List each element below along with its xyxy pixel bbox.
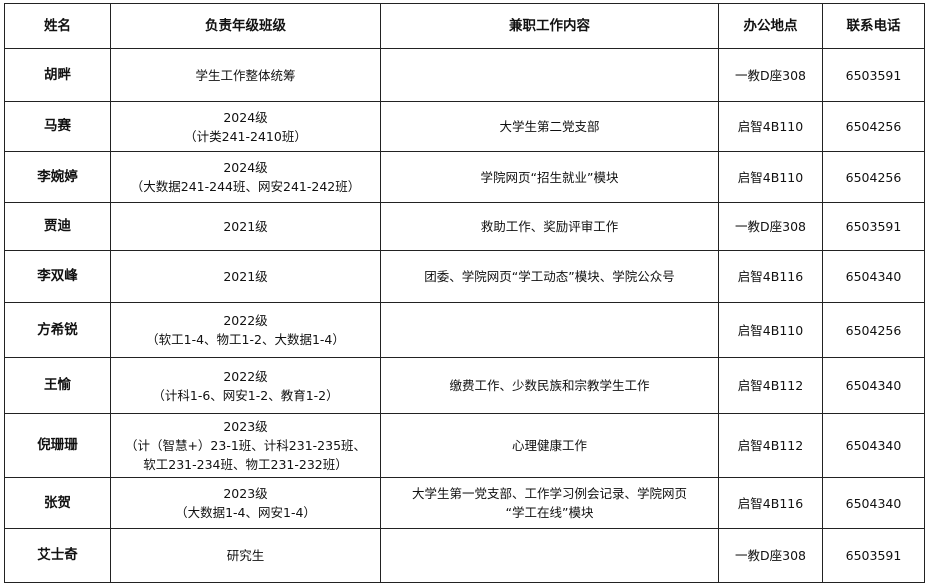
name-cell: 马赛 (4, 101, 111, 152)
grade-cell-line: 2022级 (223, 313, 268, 328)
table-row: 倪珊珊 2023级 （计（智慧+）23-1班、计科231-235班、 软工231-23… (4, 413, 925, 478)
grade-cell-line: （计（智慧+）23-1班、计科231-235班、 (124, 438, 367, 453)
duty-cell-line: 大学生第一党支部、工作学习例会记录、学院网页 (411, 486, 687, 501)
duty-cell-line: 大学生第二党支部 (499, 119, 600, 134)
office-cell: 一教D座308 (718, 202, 823, 251)
grade-cell: 2022级 （软工1-4、物工1-2、大数据1-4） (110, 302, 381, 358)
office-cell: 启智4B110 (718, 101, 823, 152)
grade-cell-line: （计类241-2410班） (184, 128, 307, 144)
grade-cell: 2023级 （计（智慧+）23-1班、计科231-235班、 软工231-234班、… (110, 413, 381, 478)
table-row: 李婉婷 2024级 （大数据241-244班、网安241-242班） 学院网页“招生就… (4, 151, 925, 203)
phone-cell: 6504256 (822, 151, 925, 203)
grade-cell-line: 学生工作整体统筹 (195, 67, 296, 83)
office-cell: 启智4B112 (718, 413, 823, 478)
grade-cell: 2024级 （计类241-2410班） (110, 101, 381, 152)
duty-cell: 团委、学院网页“学工动态”模块、学院公众号 (380, 250, 719, 303)
grade-cell-line: 2023级 (223, 486, 268, 501)
grade-cell-line: 2022级 (223, 368, 268, 384)
grade-cell: 学生工作整体统筹 (110, 48, 381, 102)
grade-cell-line: 2023级 (223, 419, 268, 434)
duty-cell: 心理健康工作 (380, 413, 719, 478)
grade-cell-line: （大数据1-4、网安1-4） (175, 505, 316, 520)
duty-cell-line: 缴费工作、少数民族和宗教学生工作 (449, 378, 650, 393)
phone-cell: 6504340 (822, 357, 925, 414)
phone-cell: 6504256 (822, 101, 925, 152)
table-row: 艾士奇 研究生 一教D座308 6503591 (4, 528, 925, 583)
header-phone: 联系电话 (822, 3, 925, 49)
grade-cell-line: （计科1-6、网安1-2、教育1-2） (152, 387, 339, 403)
grade-cell: 2022级 （计科1-6、网安1-2、教育1-2） (110, 357, 381, 414)
staff-table: 姓名 负责年级班级 兼职工作内容 办公地点 联系电话 胡畔 学生工作整体统筹 一教D… (4, 3, 925, 583)
header-grade: 负责年级班级 (110, 3, 381, 49)
grade-cell: 2021级 (110, 250, 381, 303)
office-cell: 一教D座308 (718, 528, 823, 583)
grade-cell-line: （软工1-4、物工1-2、大数据1-4） (146, 332, 345, 347)
name-cell: 王愉 (4, 357, 111, 414)
duty-cell-line: 救助工作、奖励评审工作 (480, 219, 619, 234)
name-cell: 方希锐 (4, 302, 111, 358)
phone-cell: 6503591 (822, 202, 925, 251)
phone-cell: 6504340 (822, 477, 925, 529)
name-cell: 张贺 (4, 477, 111, 529)
office-cell: 一教D座308 (718, 48, 823, 102)
table-row: 马赛 2024级 （计类241-2410班） 大学生第二党支部 启智4B110 65042… (4, 101, 925, 152)
phone-cell: 6503591 (822, 528, 925, 583)
phone-cell: 6504340 (822, 250, 925, 303)
table-header-row: 姓名 负责年级班级 兼职工作内容 办公地点 联系电话 (4, 3, 925, 49)
name-cell: 胡畔 (4, 48, 111, 102)
duty-cell-line: 心理健康工作 (511, 438, 587, 453)
duty-cell (380, 302, 719, 358)
phone-cell: 6504340 (822, 413, 925, 478)
header-duty: 兼职工作内容 (380, 3, 719, 49)
name-cell: 李婉婷 (4, 151, 111, 203)
grade-cell: 2021级 (110, 202, 381, 251)
name-cell: 倪珊珊 (4, 413, 111, 478)
office-cell: 启智4B116 (718, 250, 823, 303)
office-cell: 启智4B116 (718, 477, 823, 529)
phone-cell: 6503591 (822, 48, 925, 102)
grade-cell-line: 研究生 (226, 548, 265, 563)
duty-cell: 学院网页“招生就业”模块 (380, 151, 719, 203)
duty-cell-line: 团委、学院网页“学工动态”模块、学院公众号 (424, 269, 675, 284)
grade-cell: 研究生 (110, 528, 381, 583)
office-cell: 启智4B112 (718, 357, 823, 414)
duty-cell (380, 528, 719, 583)
table-row: 李双峰 2021级 团委、学院网页“学工动态”模块、学院公众号 启智4B116 6504… (4, 250, 925, 303)
header-office: 办公地点 (718, 3, 823, 49)
table-row: 胡畔 学生工作整体统筹 一教D座308 6503591 (4, 48, 925, 102)
grade-cell-line: 2024级 (223, 109, 268, 125)
table-row: 方希锐 2022级 （软工1-4、物工1-2、大数据1-4） 启智4B110 65042… (4, 302, 925, 358)
name-cell: 贾迪 (4, 202, 111, 251)
office-cell: 启智4B110 (718, 302, 823, 358)
grade-cell: 2023级 （大数据1-4、网安1-4） (110, 477, 381, 529)
duty-cell (380, 48, 719, 102)
grade-cell: 2024级 （大数据241-244班、网安241-242班） (110, 151, 381, 203)
table-row: 王愉 2022级 （计科1-6、网安1-2、教育1-2） 缴费工作、少数民族和宗教学生… (4, 357, 925, 414)
duty-cell: 缴费工作、少数民族和宗教学生工作 (380, 357, 719, 414)
grade-cell-line: 2021级 (223, 219, 268, 234)
duty-cell: 大学生第一党支部、工作学习例会记录、学院网页 “学工在线”模块 (380, 477, 719, 529)
table-row: 张贺 2023级 （大数据1-4、网安1-4） 大学生第一党支部、工作学习例会记录、学… (4, 477, 925, 529)
office-cell: 启智4B110 (718, 151, 823, 203)
table-row: 贾迪 2021级 救助工作、奖励评审工作 一教D座308 6503591 (4, 202, 925, 251)
header-name: 姓名 (4, 3, 111, 49)
grade-cell-line: 2024级 (223, 160, 268, 175)
duty-cell-line: “学工在线”模块 (505, 505, 594, 520)
duty-cell: 大学生第二党支部 (380, 101, 719, 152)
duty-cell-line: 学院网页“招生就业”模块 (480, 169, 619, 185)
grade-cell-line: 软工231-234班、物工231-232班） (143, 457, 348, 472)
name-cell: 艾士奇 (4, 528, 111, 583)
grade-cell-line: （大数据241-244班、网安241-242班） (130, 179, 361, 194)
grade-cell-line: 2021级 (223, 269, 268, 284)
name-cell: 李双峰 (4, 250, 111, 303)
duty-cell: 救助工作、奖励评审工作 (380, 202, 719, 251)
phone-cell: 6504256 (822, 302, 925, 358)
